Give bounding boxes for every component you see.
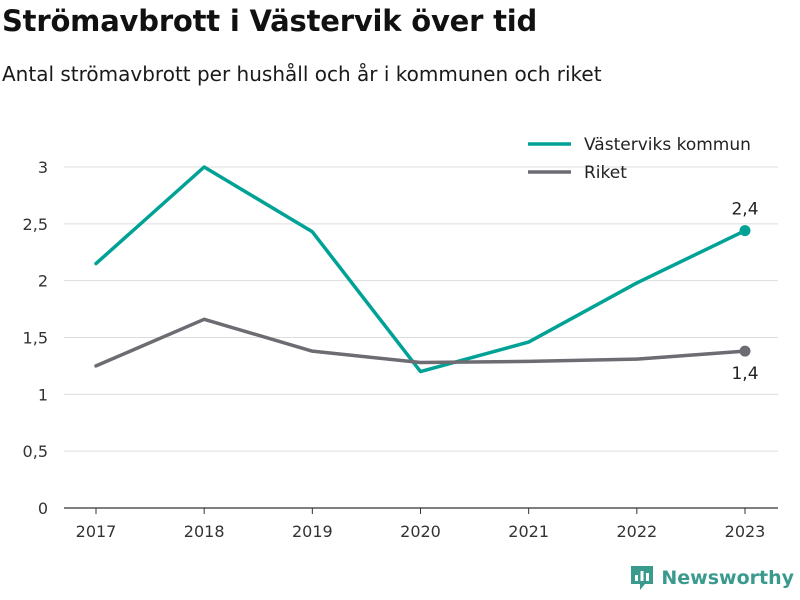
newsworthy-brand: Newsworthy: [629, 564, 794, 592]
chart-subtitle: Antal strömavbrott per hushåll och år i …: [2, 62, 602, 86]
y-tick-label: 2: [38, 272, 48, 291]
x-tick-label: 2017: [76, 522, 117, 541]
legend-label-1: Riket: [584, 163, 627, 183]
data-label-kommun: 2,4: [731, 200, 758, 220]
series-end-marker-1: [739, 345, 751, 357]
x-tick-label: 2019: [292, 522, 333, 541]
chart-title: Strömavbrott i Västervik över tid: [2, 4, 538, 38]
data-labels: 2,4 1,4: [731, 200, 758, 384]
data-label-riket: 1,4: [731, 364, 758, 384]
newsworthy-logo-icon: [631, 566, 654, 590]
y-tick-label: 0,5: [23, 442, 48, 461]
x-tick-label: 2021: [508, 522, 549, 541]
series-line-0: [94, 165, 747, 374]
y-tick-label: 0: [38, 499, 48, 518]
series-lines: [94, 165, 751, 374]
x-tick-label: 2022: [616, 522, 657, 541]
y-tick-label: 2,5: [23, 215, 48, 234]
legend: Västerviks kommun Riket: [528, 135, 751, 183]
series-line-1: [94, 317, 747, 368]
x-tick-label: 2018: [184, 522, 225, 541]
axes: 0 0,5 1 1,5 2 2,5 3 2017 2018 2019 2020 2021 2022 202…: [23, 158, 778, 541]
legend-label-0: Västerviks kommun: [584, 135, 751, 155]
y-tick-label: 3: [38, 158, 48, 177]
y-tick-label: 1: [38, 385, 48, 404]
x-tick-label: 2023: [725, 522, 766, 541]
series-end-marker-0: [739, 225, 751, 237]
x-tick-label: 2020: [400, 522, 441, 541]
gridlines: [64, 166, 778, 452]
brand-name: Newsworthy: [661, 567, 794, 589]
y-tick-label: 1,5: [23, 329, 48, 348]
